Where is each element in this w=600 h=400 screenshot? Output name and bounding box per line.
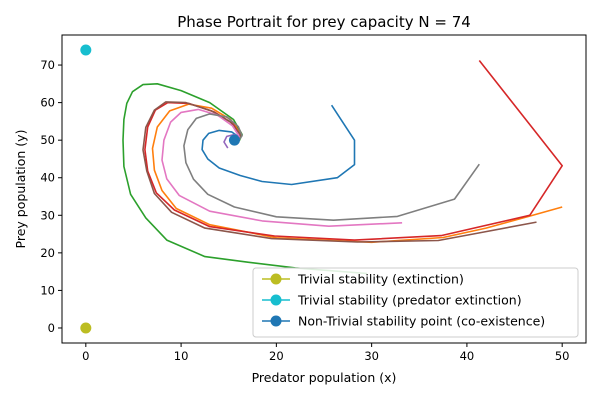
chart-title: Phase Portrait for prey capacity N = 74 — [177, 13, 471, 31]
x-axis-label: Predator population (x) — [252, 370, 397, 385]
trajectory-line-7 — [161, 108, 403, 227]
y-tick-label: 10 — [40, 283, 55, 297]
trajectories — [122, 60, 563, 275]
trajectory-line-6 — [142, 101, 537, 243]
legend-marker — [270, 294, 282, 306]
trajectory-line-8 — [183, 113, 480, 221]
equilibrium-point-2 — [80, 44, 92, 56]
y-axis: 0 10 20 30 40 50 60 70 — [40, 58, 62, 335]
x-tick-label: 40 — [460, 349, 475, 363]
x-tick-label: 30 — [364, 349, 379, 363]
legend-label: Trivial stability (predator extinction) — [297, 293, 522, 308]
legend-box — [252, 267, 579, 338]
y-tick-label: 0 — [48, 321, 55, 335]
x-axis: 0 10 20 30 40 50 — [82, 343, 570, 363]
x-tick-label: 10 — [174, 349, 189, 363]
y-tick-label: 70 — [40, 58, 55, 72]
legend-items: Trivial stability (extinction) Trivial st… — [262, 272, 545, 329]
y-axis-label: Prey population (y) — [13, 130, 28, 249]
trajectory-line-3 — [122, 83, 367, 275]
equilibrium-point-3 — [228, 134, 240, 146]
y-tick-label: 40 — [40, 171, 55, 185]
equilibrium-point-1 — [80, 322, 92, 334]
x-tick-label: 0 — [82, 349, 89, 363]
legend-marker — [270, 273, 282, 285]
trajectory-line-2 — [151, 103, 563, 244]
y-tick-label: 50 — [40, 133, 55, 147]
legend-label: Non-Trivial stability point (co-existenc… — [298, 314, 545, 329]
y-tick-label: 30 — [40, 208, 55, 222]
legend: Trivial stability (extinction) Trivial st… — [252, 267, 579, 338]
legend-marker — [270, 315, 282, 327]
y-tick-label: 20 — [40, 246, 55, 260]
equilibrium-points — [80, 44, 240, 334]
legend-label: Trivial stability (extinction) — [297, 272, 464, 287]
trajectory-line-1 — [201, 104, 356, 186]
y-tick-label: 60 — [40, 96, 55, 110]
x-tick-label: 50 — [555, 349, 570, 363]
x-tick-label: 20 — [269, 349, 284, 363]
plot-frame — [61, 34, 587, 344]
